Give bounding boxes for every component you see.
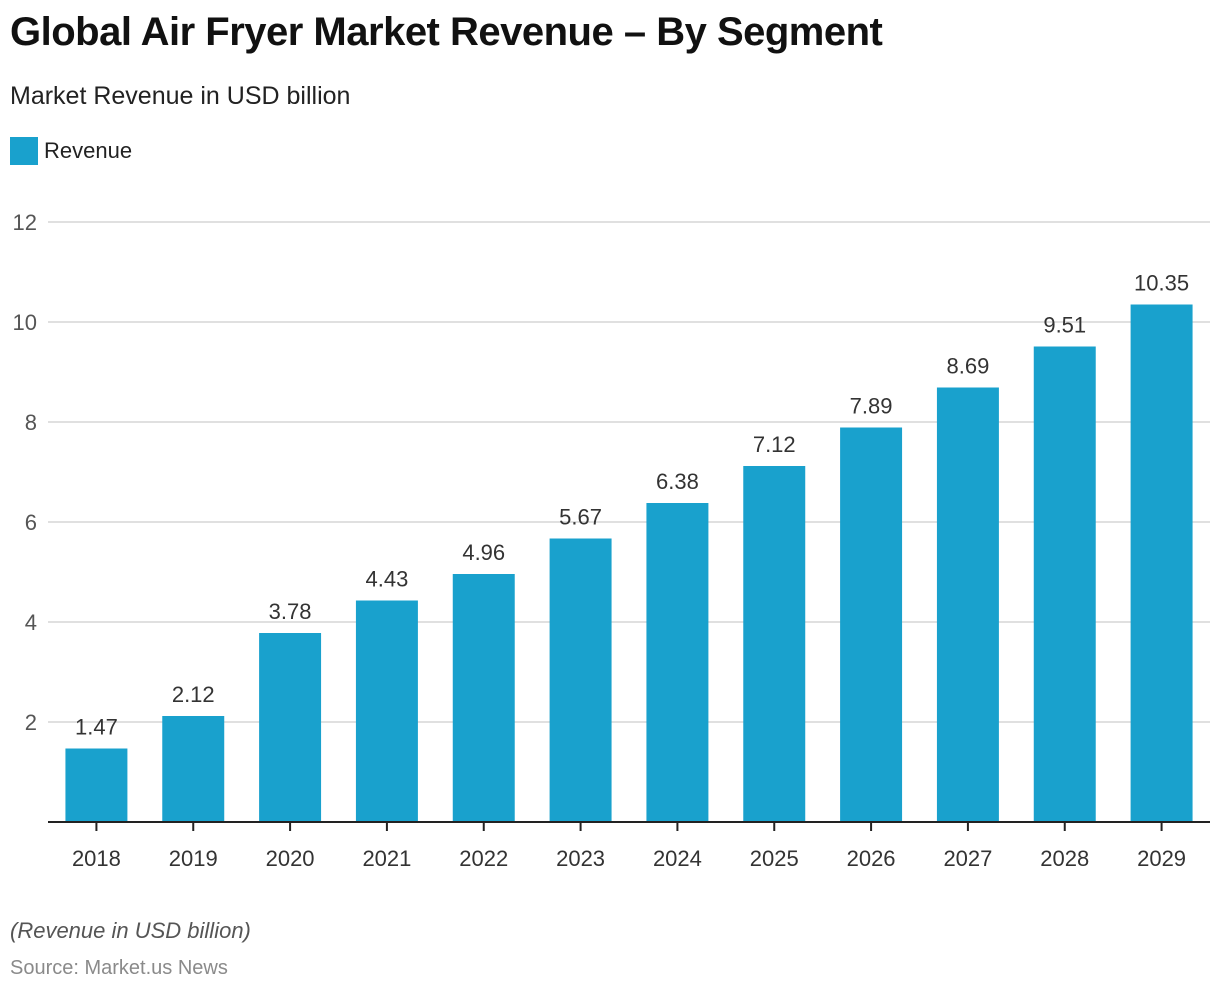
x-tick-label-2024: 2024 [653, 846, 702, 871]
y-tick-label: 6 [25, 510, 37, 535]
value-labels: 1.47 2.12 3.78 4.43 4.96 5.67 6.38 7.12 7.89 8.69… [75, 271, 1189, 740]
value-label-2027: 8.69 [947, 354, 990, 379]
bar-2028 [1033, 346, 1096, 822]
x-tick-label-2028: 2028 [1040, 846, 1089, 871]
bars [65, 304, 1193, 822]
y-tick-label: 10 [13, 310, 37, 335]
value-label-2025: 7.12 [753, 432, 796, 457]
bar-2029 [1130, 304, 1193, 822]
x-axis: 2018 2019 2020 2021 2022 2023 2024 2025 2026 2027… [48, 821, 1210, 871]
source-note: Source: Market.us News [10, 957, 228, 979]
value-label-2021: 4.43 [366, 567, 409, 592]
value-label-2020: 3.78 [269, 599, 312, 624]
bar-2025 [743, 466, 806, 822]
x-tick-label-2025: 2025 [750, 846, 799, 871]
value-label-2028: 9.51 [1043, 313, 1086, 338]
x-tick-label-2020: 2020 [266, 846, 315, 871]
bar-2023 [549, 538, 612, 822]
gridlines [48, 221, 1210, 723]
bar-2022 [452, 574, 515, 822]
x-tick-label-2023: 2023 [556, 846, 605, 871]
x-tick-label-2018: 2018 [72, 846, 121, 871]
value-label-2018: 1.47 [75, 715, 118, 740]
bar-2021 [355, 600, 418, 822]
value-label-2026: 7.89 [850, 394, 893, 419]
chart-subtitle: Market Revenue in USD billion [10, 82, 351, 110]
x-tick-label-2021: 2021 [362, 846, 411, 871]
y-tick-label: 12 [13, 210, 37, 235]
x-tick-label-2029: 2029 [1137, 846, 1186, 871]
value-label-2023: 5.67 [559, 505, 602, 530]
x-tick-label-2026: 2026 [847, 846, 896, 871]
value-label-2024: 6.38 [656, 469, 699, 494]
bar-2024 [646, 503, 709, 822]
legend: Revenue [10, 137, 132, 165]
x-tick-label-2022: 2022 [459, 846, 508, 871]
value-label-2022: 4.96 [462, 540, 505, 565]
footnote: (Revenue in USD billion) [10, 918, 251, 943]
bar-2027 [936, 387, 999, 822]
legend-label-revenue: Revenue [44, 138, 133, 163]
y-tick-label: 8 [25, 410, 37, 435]
chart-title: Global Air Fryer Market Revenue – By Seg… [10, 10, 883, 54]
bar-2019 [162, 716, 225, 822]
legend-swatch-revenue [10, 137, 38, 165]
y-axis-ticks: 2 4 6 8 10 12 [13, 210, 37, 735]
bar-2018 [65, 748, 128, 822]
value-label-2019: 2.12 [172, 682, 215, 707]
y-tick-label: 4 [25, 610, 37, 635]
value-label-2029: 10.35 [1134, 271, 1189, 296]
x-tick-label-2019: 2019 [169, 846, 218, 871]
bar-2026 [840, 427, 903, 822]
x-tick-label-2027: 2027 [943, 846, 992, 871]
bar-2020 [259, 633, 322, 822]
y-tick-label: 2 [25, 710, 37, 735]
